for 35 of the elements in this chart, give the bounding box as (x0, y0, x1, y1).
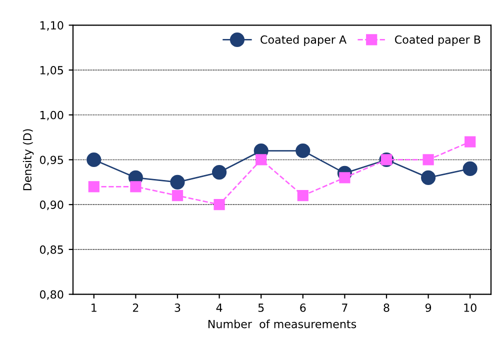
point (422, 154, 434, 166)
y-tick-label: 1,00 (40, 110, 64, 120)
point (462, 161, 478, 176)
x-tick-label: 2 (132, 304, 138, 312)
x-tick-label: 1 (92, 304, 96, 312)
point (88, 181, 100, 192)
point (296, 143, 310, 158)
x-axis-title: Number of measurements (208, 320, 356, 328)
x-tick-label: 5 (258, 304, 264, 312)
x-tick-label: 6 (300, 304, 306, 312)
x-tick-label: 7 (342, 304, 348, 312)
point (172, 190, 184, 202)
x-tick-label: 8 (384, 304, 390, 312)
point (170, 174, 185, 190)
x-tick-label: 3 (174, 304, 180, 312)
point (256, 154, 267, 166)
y-tick-label: 1,10 (40, 21, 64, 31)
point (421, 170, 436, 185)
legend-label: Coated paper B (395, 35, 480, 46)
y-tick-label: 0,95 (40, 156, 63, 166)
x-tick-label: 4 (216, 304, 222, 312)
x-tick-label: 9 (425, 304, 432, 312)
y-tick-label: 0,85 (40, 245, 63, 255)
y-axis-title: Density (D) (22, 129, 34, 190)
point (130, 181, 142, 192)
point (214, 199, 225, 210)
point (86, 152, 102, 168)
point (464, 136, 476, 148)
y-tick-label: 0,80 (40, 290, 64, 300)
point (212, 165, 227, 180)
y-tick-label: 0,90 (40, 200, 64, 210)
y-tick-label: 1,05 (40, 66, 63, 76)
point (297, 190, 308, 202)
x-tick-label: 10 (464, 304, 476, 312)
legend-label: Coated paper A (260, 35, 347, 46)
